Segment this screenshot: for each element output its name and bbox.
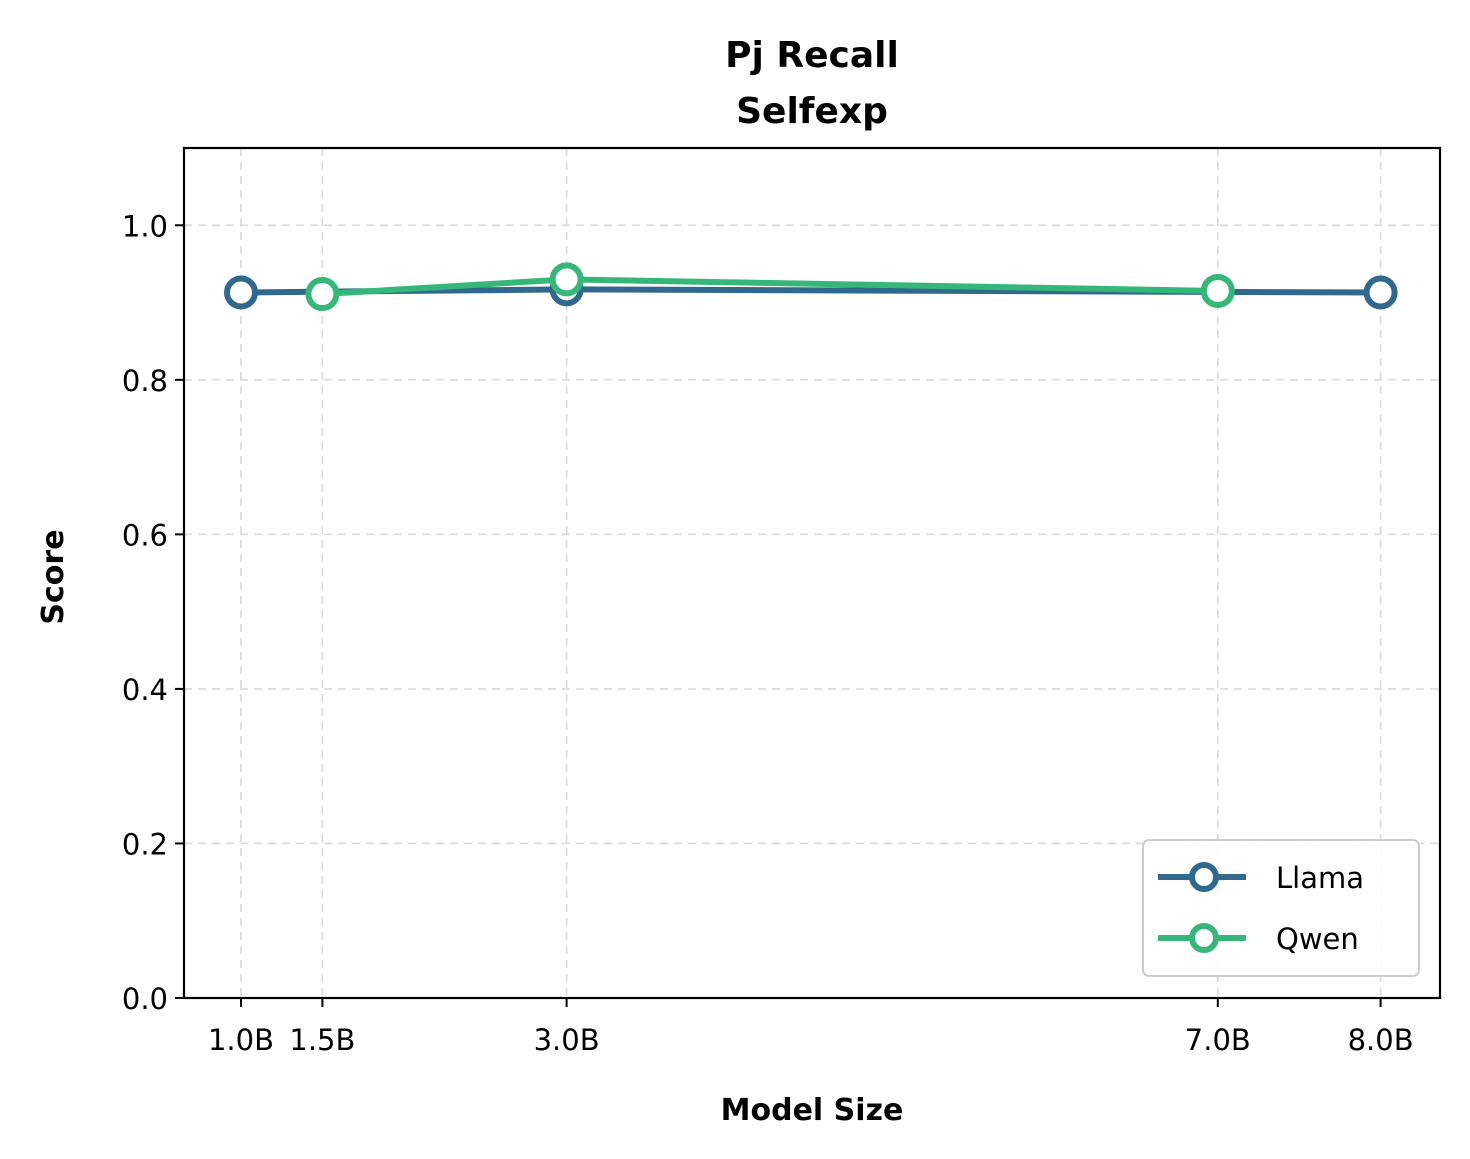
- y-tick-label: 0.2: [122, 827, 168, 861]
- legend-item-llama: Llama: [1158, 861, 1364, 895]
- y-axis-label: Score: [36, 529, 71, 624]
- legend-label: Qwen: [1276, 922, 1359, 956]
- x-tick-label: 1.5B: [289, 1023, 355, 1057]
- legend-marker: [1189, 923, 1219, 953]
- legend-item-qwen: Qwen: [1158, 922, 1359, 956]
- data-point: [1200, 273, 1235, 308]
- x-tick-label: 8.0B: [1348, 1023, 1414, 1057]
- plot-area-frame: [182, 146, 1442, 1000]
- chart-title-line-2: Selfexp: [736, 91, 888, 132]
- data-point: [305, 277, 340, 312]
- data-point: [1363, 275, 1398, 310]
- y-tick-label: 1.0: [122, 209, 168, 243]
- series-qwen: [305, 262, 1235, 312]
- legend-marker: [1189, 862, 1219, 892]
- data-point: [224, 275, 258, 310]
- legend-label: Llama: [1276, 861, 1364, 895]
- x-tick-label: 1.0B: [208, 1023, 274, 1057]
- series: [224, 262, 1398, 312]
- y-tick-label: 0.4: [122, 673, 168, 707]
- axis-ticks: 0.0 0.2 0.4 0.6 0.8 1.0 1.0B 1.5B 3.0B 7.0B 8.0B: [122, 209, 1414, 1057]
- y-tick-label: 0.0: [122, 982, 168, 1016]
- data-point: [549, 262, 584, 297]
- x-axis-label: Model Size: [721, 1093, 904, 1128]
- x-tick-label: 7.0B: [1185, 1023, 1251, 1057]
- legend: Llama Qwen: [1142, 839, 1420, 977]
- x-tick-label: 3.0B: [534, 1023, 600, 1057]
- y-tick-label: 0.6: [122, 518, 168, 552]
- y-tick-label: 0.8: [122, 364, 168, 398]
- chart-title-line-1: Pj Recall: [725, 35, 899, 76]
